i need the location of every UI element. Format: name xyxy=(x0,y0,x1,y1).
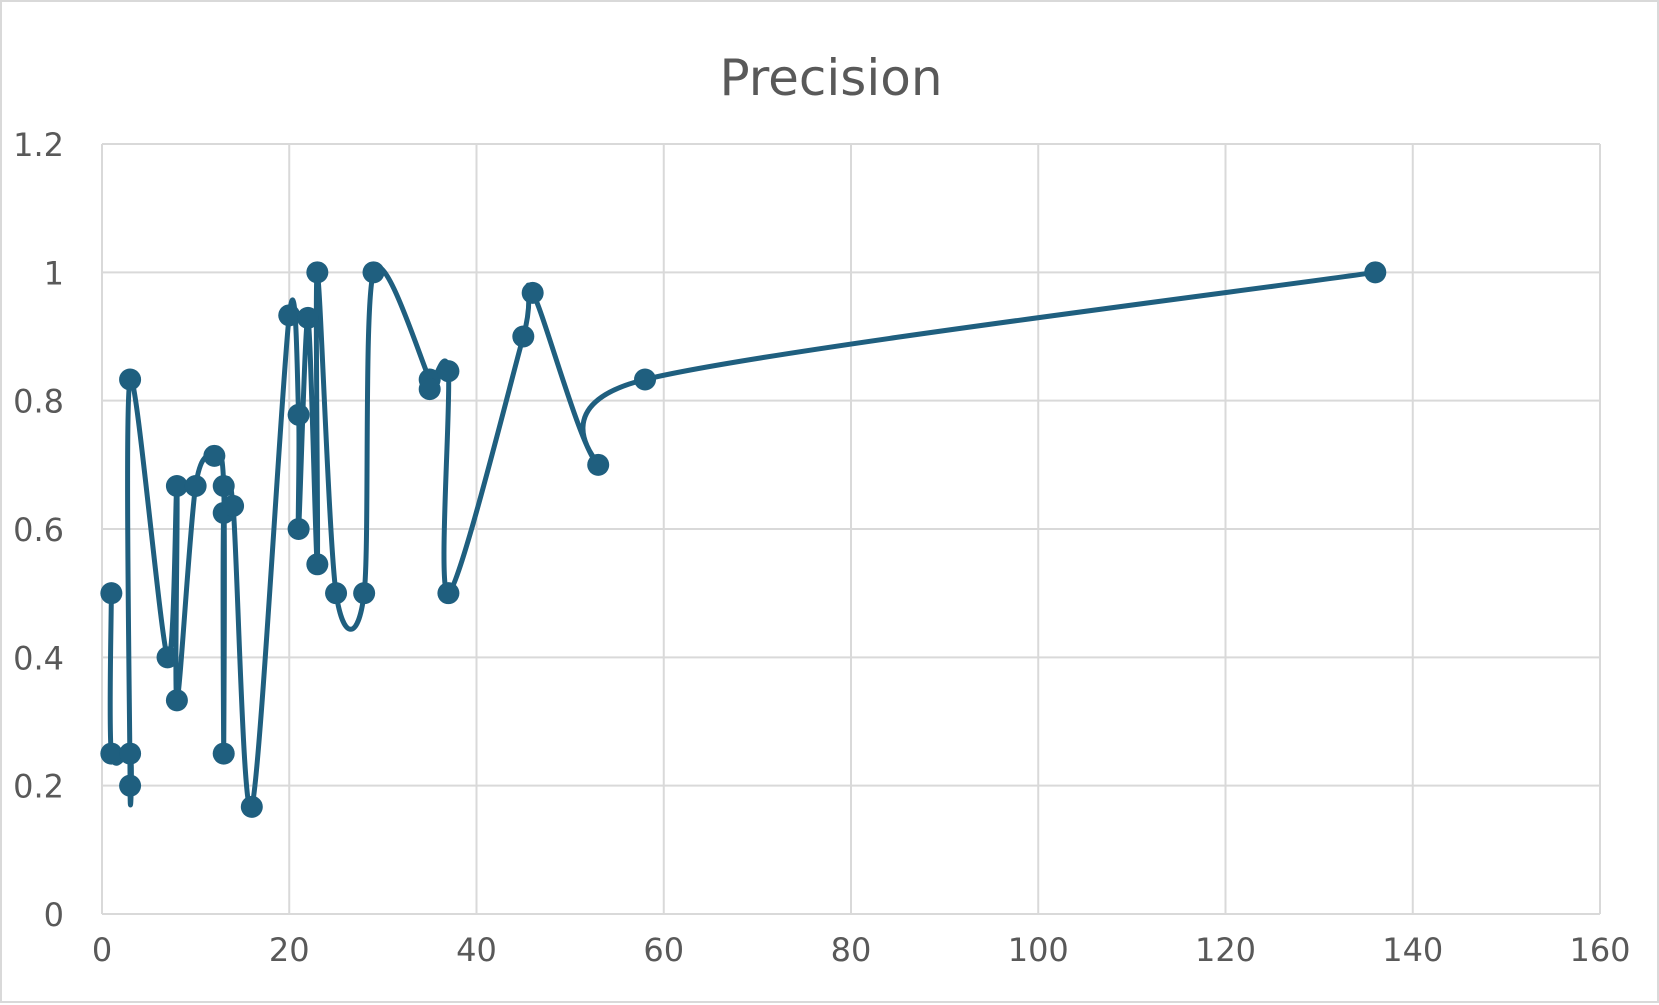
x-tick-label: 60 xyxy=(643,931,684,969)
data-point xyxy=(212,742,235,765)
data-point xyxy=(119,774,142,797)
data-point xyxy=(165,689,188,712)
data-point xyxy=(278,304,301,327)
x-tick-label: 120 xyxy=(1195,931,1256,969)
tick-labels: 0 20 40 60 80 100 120 140 160 0 0.2 0.4 0.6 0.8 1 1.2 xyxy=(13,126,1630,969)
data-point xyxy=(203,444,226,467)
x-tick-label: 80 xyxy=(831,931,872,969)
data-point xyxy=(165,475,188,498)
data-point xyxy=(156,646,179,669)
data-point xyxy=(287,403,310,426)
y-tick-label: 0.4 xyxy=(13,639,64,677)
x-tick-label: 160 xyxy=(1569,931,1630,969)
data-point xyxy=(353,582,376,605)
data-point xyxy=(306,553,329,576)
x-tick-label: 20 xyxy=(269,931,310,969)
data-point xyxy=(119,742,142,765)
data-point xyxy=(587,453,610,476)
gridlines xyxy=(101,143,1601,915)
y-tick-label: 0 xyxy=(44,896,64,934)
data-point xyxy=(418,378,441,401)
data-point xyxy=(222,494,245,517)
y-tick-label: 1 xyxy=(44,254,64,292)
chart-title: Precision xyxy=(719,49,942,107)
x-tick-label: 40 xyxy=(456,931,497,969)
data-point xyxy=(325,582,348,605)
data-point xyxy=(100,582,123,605)
data-point xyxy=(1364,261,1387,284)
data-point xyxy=(119,368,142,391)
data-point xyxy=(521,281,544,304)
data-point xyxy=(100,742,123,765)
data-point xyxy=(287,518,310,540)
y-tick-label: 0.2 xyxy=(13,768,64,806)
y-tick-label: 0.6 xyxy=(13,511,64,549)
x-tick-label: 140 xyxy=(1382,931,1443,969)
y-tick-label: 0.8 xyxy=(13,383,64,421)
data-point xyxy=(362,261,385,284)
data-point xyxy=(306,261,329,284)
data-point xyxy=(512,325,535,348)
y-tick-label: 1.2 xyxy=(13,126,64,164)
data-point xyxy=(296,306,319,329)
x-tick-label: 100 xyxy=(1008,931,1069,969)
data-point xyxy=(634,368,657,391)
x-tick-label: 0 xyxy=(92,931,112,969)
data-point xyxy=(212,475,235,498)
data-point xyxy=(240,795,263,818)
series-line xyxy=(107,264,1378,812)
data-point xyxy=(184,475,207,498)
data-point xyxy=(437,582,460,605)
series-layer xyxy=(100,261,1387,818)
data-point xyxy=(437,360,460,383)
